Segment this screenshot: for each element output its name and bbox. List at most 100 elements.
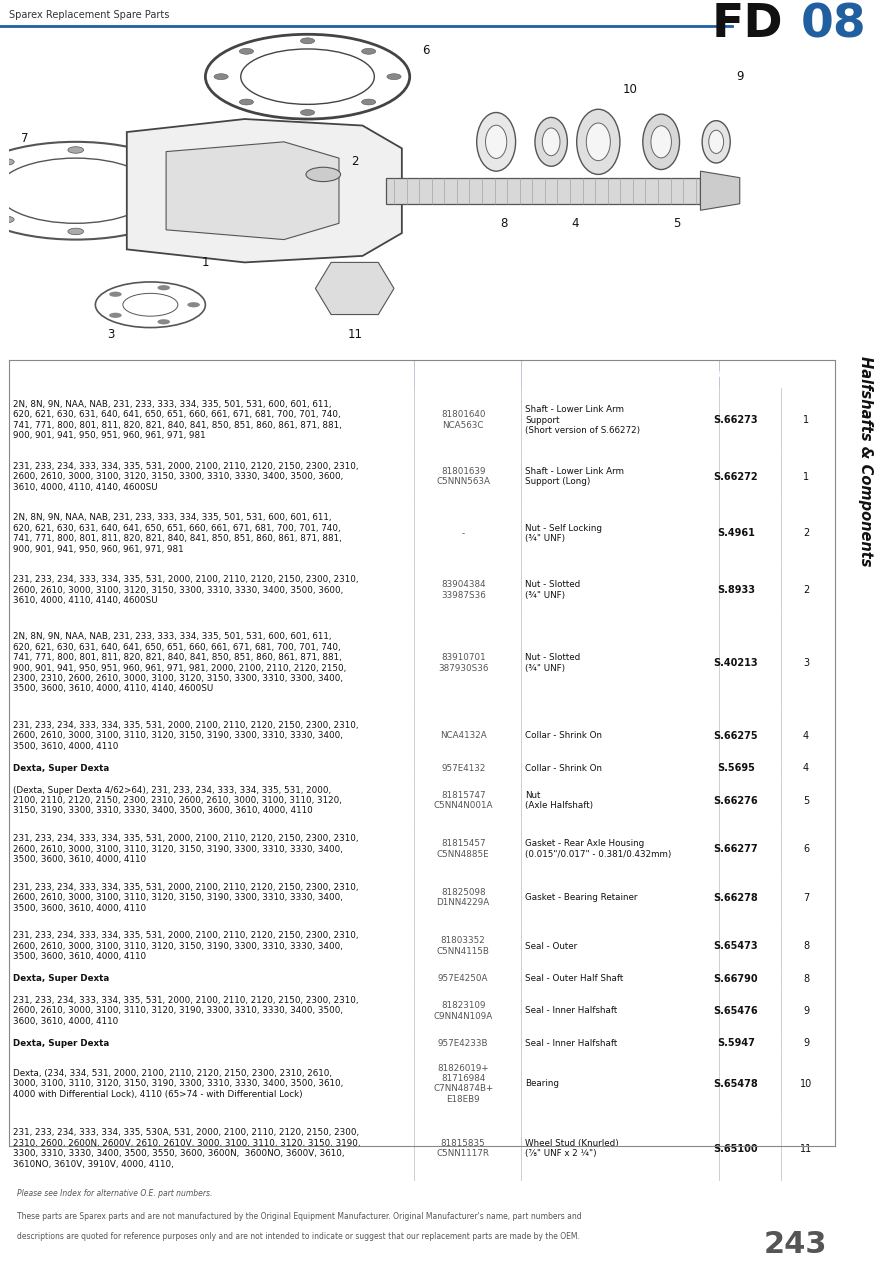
Text: 5: 5 xyxy=(803,796,809,806)
Text: 1: 1 xyxy=(202,256,209,269)
Text: Shaft - Lower Link Arm
Support (Long): Shaft - Lower Link Arm Support (Long) xyxy=(525,467,624,486)
Text: 8: 8 xyxy=(500,217,508,230)
Text: 81823109
C9NN4N109A: 81823109 C9NN4N109A xyxy=(434,1002,493,1021)
Circle shape xyxy=(362,48,376,54)
Circle shape xyxy=(300,110,314,115)
Circle shape xyxy=(362,99,376,105)
Text: 7: 7 xyxy=(21,133,29,145)
Text: 81825098
D1NN4229A: 81825098 D1NN4229A xyxy=(437,888,490,907)
Text: S.65100: S.65100 xyxy=(714,1143,758,1153)
Text: 11: 11 xyxy=(347,327,363,341)
Text: S.65476: S.65476 xyxy=(714,1005,758,1015)
Polygon shape xyxy=(166,141,339,240)
Text: 957E4233B: 957E4233B xyxy=(438,1038,488,1048)
Text: Applications: Applications xyxy=(172,369,250,379)
Circle shape xyxy=(138,216,153,222)
Ellipse shape xyxy=(535,117,567,167)
Text: 231, 233, 234, 333, 334, 335, 531, 2000, 2100, 2110, 2120, 2150, 2300, 2310,
260: 231, 233, 234, 333, 334, 335, 531, 2000,… xyxy=(13,575,359,605)
Text: 5: 5 xyxy=(673,217,680,230)
Text: 957E4132: 957E4132 xyxy=(441,764,486,773)
Text: 81815835
C5NN1117R: 81815835 C5NN1117R xyxy=(437,1139,489,1158)
Text: 4: 4 xyxy=(803,763,809,773)
Text: S.5695: S.5695 xyxy=(717,763,755,773)
Text: NCA4132A: NCA4132A xyxy=(440,731,487,740)
Text: 8: 8 xyxy=(803,974,809,984)
Text: S.66277: S.66277 xyxy=(714,844,758,854)
Circle shape xyxy=(306,167,340,182)
Text: Description: Description xyxy=(584,369,656,379)
Text: Dexta, Super Dexta: Dexta, Super Dexta xyxy=(13,974,109,983)
Text: 3: 3 xyxy=(107,327,115,341)
Text: OEM Ref.: OEM Ref. xyxy=(439,369,496,379)
Text: S.65473: S.65473 xyxy=(714,941,758,951)
Text: S.66272: S.66272 xyxy=(714,472,758,481)
Circle shape xyxy=(109,313,121,318)
Circle shape xyxy=(157,285,170,290)
Text: Nut - Slotted
(¾" UNF): Nut - Slotted (¾" UNF) xyxy=(525,581,580,600)
Text: Shaft - Lower Link Arm
Support
(Short version of S.66272): Shaft - Lower Link Arm Support (Short ve… xyxy=(525,405,640,434)
Text: 83904384
33987S36: 83904384 33987S36 xyxy=(441,581,486,600)
Text: 81801639
C5NNN563A: 81801639 C5NNN563A xyxy=(437,467,490,486)
Text: 08: 08 xyxy=(801,3,866,47)
Text: 6: 6 xyxy=(803,844,809,854)
Text: 1: 1 xyxy=(803,472,809,481)
Circle shape xyxy=(68,147,84,153)
Text: 243: 243 xyxy=(764,1230,827,1259)
Circle shape xyxy=(166,187,182,195)
Text: Nut
(Axle Halfshaft): Nut (Axle Halfshaft) xyxy=(525,791,593,810)
Text: Wheel Stud (Knurled)
(⅞" UNF x 2 ¼"): Wheel Stud (Knurled) (⅞" UNF x 2 ¼") xyxy=(525,1139,619,1158)
Text: 7: 7 xyxy=(803,893,809,903)
Text: Sparex No.: Sparex No. xyxy=(702,369,770,379)
Text: 2: 2 xyxy=(351,155,358,168)
Text: S.5947: S.5947 xyxy=(717,1038,755,1048)
Text: Bearing: Bearing xyxy=(525,1080,559,1089)
Text: 231, 233, 234, 333, 334, 335, 531, 2000, 2100, 2110, 2120, 2150, 2300, 2310,
260: 231, 233, 234, 333, 334, 335, 531, 2000,… xyxy=(13,462,359,491)
Text: S.66790: S.66790 xyxy=(714,974,758,984)
Text: S.8933: S.8933 xyxy=(717,585,755,595)
Circle shape xyxy=(239,48,254,54)
Text: S.40213: S.40213 xyxy=(714,658,758,668)
Polygon shape xyxy=(127,119,402,263)
Circle shape xyxy=(0,159,14,165)
Text: Seal - Inner Halfshaft: Seal - Inner Halfshaft xyxy=(525,1007,617,1015)
Ellipse shape xyxy=(643,114,680,169)
Circle shape xyxy=(68,229,84,235)
Text: 4: 4 xyxy=(803,731,809,741)
Ellipse shape xyxy=(702,121,730,163)
Text: Dexta, Super Dexta: Dexta, Super Dexta xyxy=(13,1038,109,1048)
Text: 4: 4 xyxy=(571,217,579,230)
Circle shape xyxy=(387,73,401,80)
Text: 9: 9 xyxy=(736,71,744,83)
Text: 6: 6 xyxy=(421,44,430,57)
Text: 81803352
C5NN4115B: 81803352 C5NN4115B xyxy=(437,936,489,956)
Polygon shape xyxy=(315,263,394,314)
Text: S.4961: S.4961 xyxy=(717,528,755,538)
Text: 231, 233, 234, 333, 334, 335, 530A, 531, 2000, 2100, 2110, 2120, 2150, 2300,
231: 231, 233, 234, 333, 334, 335, 530A, 531,… xyxy=(13,1128,361,1168)
Circle shape xyxy=(0,216,14,222)
Ellipse shape xyxy=(709,130,723,154)
Circle shape xyxy=(214,73,229,80)
Circle shape xyxy=(138,159,153,165)
Text: S.66273: S.66273 xyxy=(714,416,758,426)
Text: 8: 8 xyxy=(803,941,809,951)
Text: descriptions are quoted for reference purposes only and are not intended to indi: descriptions are quoted for reference pu… xyxy=(17,1231,580,1240)
Text: FD: FD xyxy=(712,3,784,47)
Text: 81826019+
81716984
C7NN4874B+
E18EB9: 81826019+ 81716984 C7NN4874B+ E18EB9 xyxy=(433,1063,493,1104)
Text: Seal - Outer: Seal - Outer xyxy=(525,942,578,951)
Text: S.66276: S.66276 xyxy=(714,796,758,806)
Text: Please see Index for alternative O.E. part numbers.: Please see Index for alternative O.E. pa… xyxy=(17,1190,213,1199)
Circle shape xyxy=(109,292,121,297)
Text: -: - xyxy=(462,529,464,538)
Text: 10: 10 xyxy=(800,1079,812,1089)
Ellipse shape xyxy=(477,112,515,172)
Ellipse shape xyxy=(486,125,506,158)
Circle shape xyxy=(300,38,314,44)
Circle shape xyxy=(188,302,200,307)
Text: Seal - Inner Halfshaft: Seal - Inner Halfshaft xyxy=(525,1038,617,1048)
Text: 3: 3 xyxy=(803,658,809,668)
Text: Gasket - Bearing Retainer: Gasket - Bearing Retainer xyxy=(525,893,638,902)
Text: 231, 233, 234, 333, 334, 335, 531, 2000, 2100, 2110, 2120, 2150, 2300, 2310,
260: 231, 233, 234, 333, 334, 335, 531, 2000,… xyxy=(13,997,359,1026)
Text: 231, 233, 234, 333, 334, 335, 531, 2000, 2100, 2110, 2120, 2150, 2300, 2310,
260: 231, 233, 234, 333, 334, 335, 531, 2000,… xyxy=(13,883,359,913)
Text: Halfshafts & Components: Halfshafts & Components xyxy=(858,356,872,566)
Text: 231, 233, 234, 333, 334, 335, 531, 2000, 2100, 2110, 2120, 2150, 2300, 2310,
260: 231, 233, 234, 333, 334, 335, 531, 2000,… xyxy=(13,931,359,961)
